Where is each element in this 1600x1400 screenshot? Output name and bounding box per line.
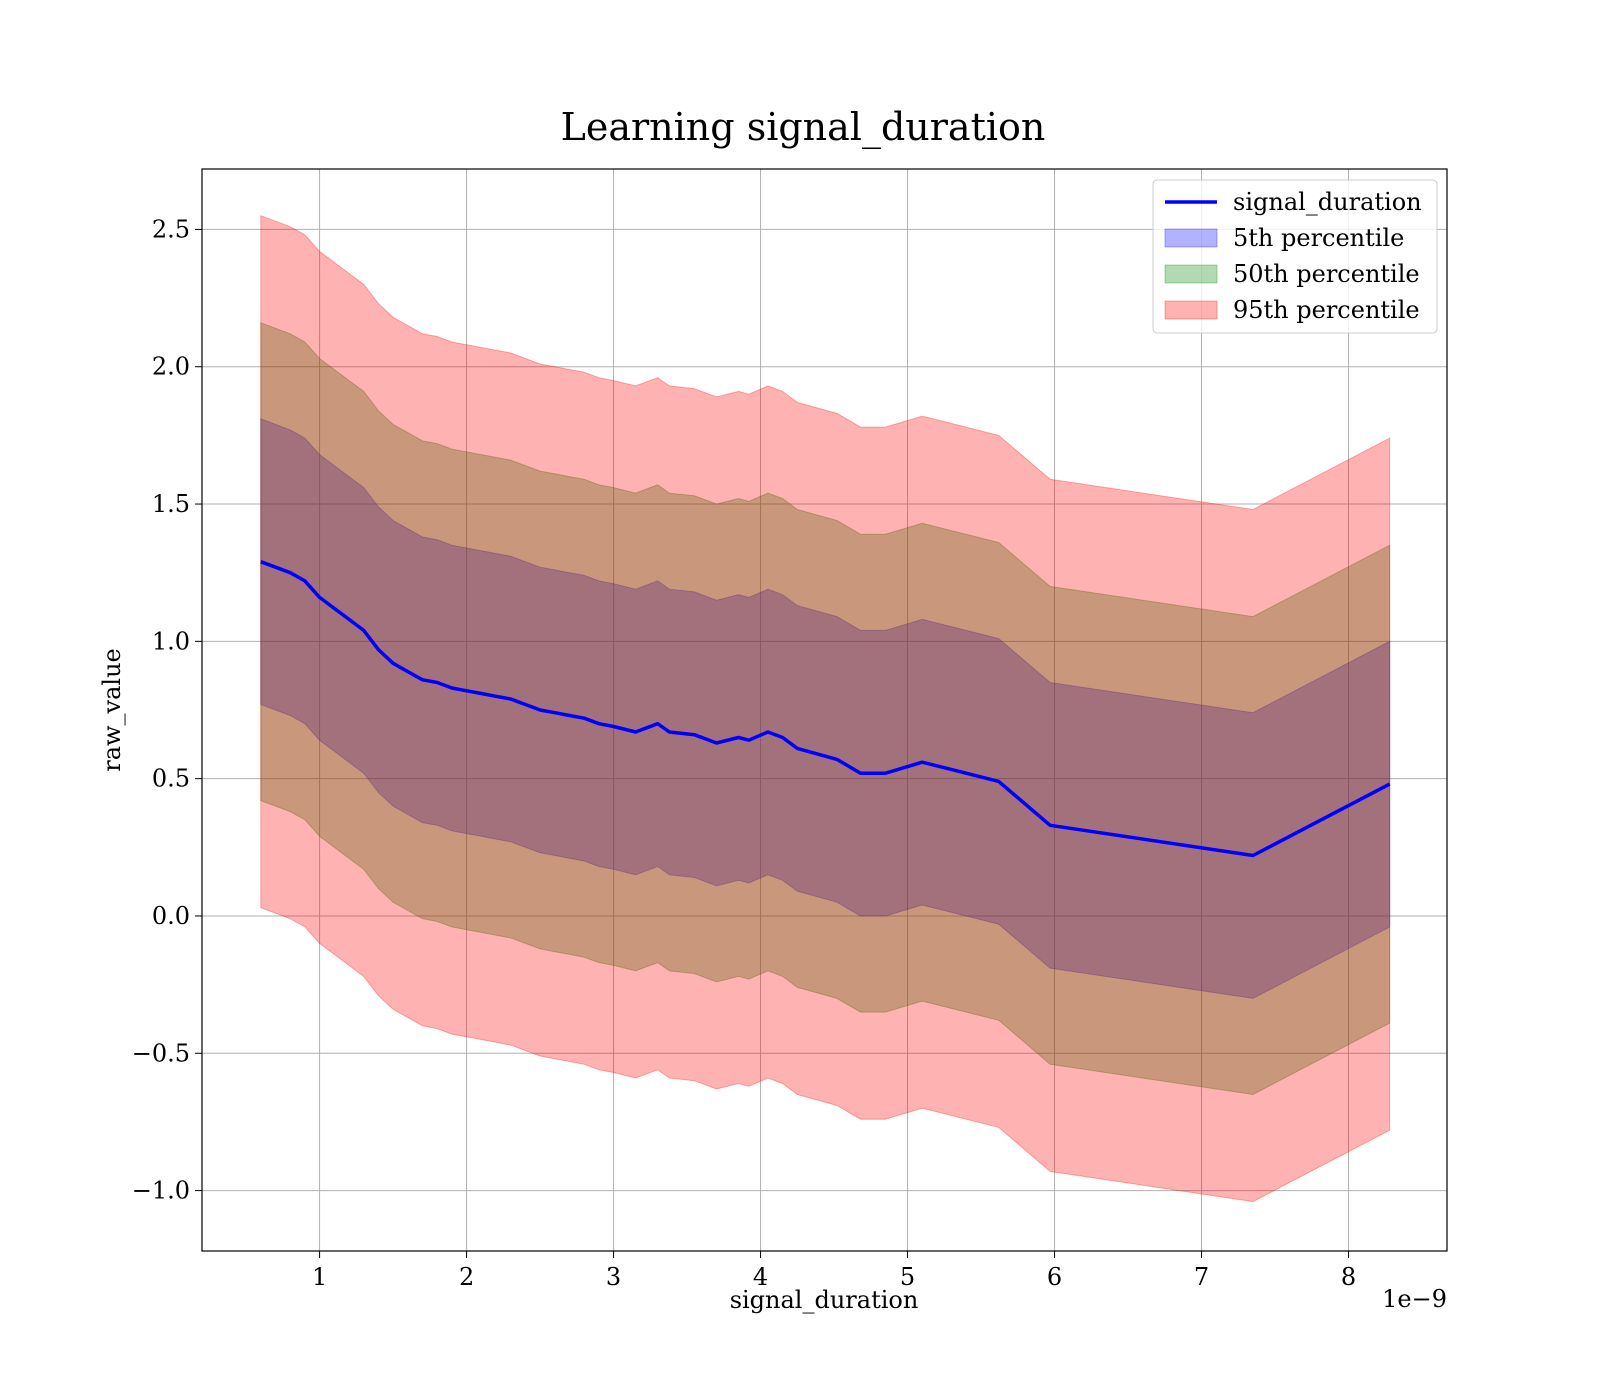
- plot-frame: [201, 168, 1448, 1252]
- y-tick-label-7: 2.5: [152, 215, 190, 243]
- x-tick-label-6: 7: [1194, 1263, 1209, 1291]
- y-tick-label-6: 2.0: [152, 353, 190, 381]
- x-axis-ticks: 1 2 3 4 5 6 7 8: [312, 1251, 1356, 1291]
- x-axis-label: signal_duration: [730, 1286, 919, 1314]
- y-tick-label-5: 1.5: [152, 490, 190, 518]
- legend-label-95th-percentile: 95th percentile: [1233, 296, 1420, 324]
- x-tick-label-3: 4: [753, 1263, 768, 1291]
- legend-swatch-50th-percentile: [1164, 264, 1218, 284]
- x-tick-label-5: 6: [1047, 1263, 1062, 1291]
- x-tick-label-2: 3: [606, 1263, 621, 1291]
- chart-title: Learning signal_duration: [561, 105, 1046, 150]
- legend-label-50th-percentile: 50th percentile: [1233, 260, 1420, 288]
- legend-box: [1152, 179, 1438, 334]
- x-tick-label-7: 8: [1341, 1263, 1356, 1291]
- line-signal-duration: [260, 560, 1391, 858]
- band-50th-percentile: [260, 322, 1391, 1096]
- y-tick-label-4: 1.0: [152, 627, 190, 655]
- legend: signal_duration 5th percentile 50th percen…: [1152, 179, 1438, 334]
- grid: [202, 169, 1447, 1251]
- y-tick-label-0: −1.0: [132, 1177, 190, 1205]
- x-tick-label-1: 2: [459, 1263, 474, 1291]
- y-tick-label-1: −0.5: [132, 1039, 190, 1067]
- y-tick-label-3: 0.5: [152, 765, 190, 793]
- x-tick-label-0: 1: [312, 1263, 327, 1291]
- series-lines: [260, 560, 1391, 858]
- legend-label-signal-duration: signal_duration: [1233, 188, 1422, 216]
- legend-swatch-5th-percentile: [1164, 228, 1218, 248]
- y-axis-ticks: −1.0 −0.5 0.0 0.5 1.0 1.5 2.0 2.5: [132, 215, 202, 1205]
- x-axis-offset-label: 1e−9: [1382, 1285, 1447, 1313]
- legend-label-5th-percentile: 5th percentile: [1233, 224, 1404, 252]
- x-tick-label-4: 5: [900, 1263, 915, 1291]
- y-tick-label-2: 0.0: [152, 902, 190, 930]
- legend-swatch-95th-percentile: [1164, 300, 1218, 320]
- band-5th-percentile: [260, 418, 1391, 999]
- y-axis-label: raw_value: [98, 648, 126, 772]
- percentile-bands: [260, 214, 1391, 1203]
- band-95th-percentile: [260, 214, 1391, 1203]
